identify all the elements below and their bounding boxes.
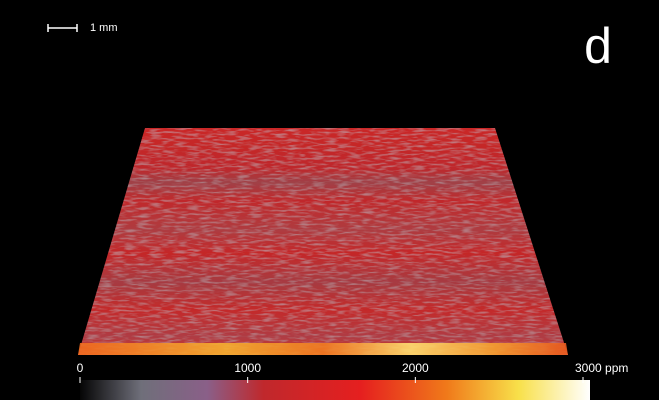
colorbar-tick-label: 2000 xyxy=(402,361,429,375)
colorbar-tick-label: 3000 ppm xyxy=(575,361,628,375)
colorbar-tick-label: 0 xyxy=(77,361,84,375)
scale-bar: 1 mm xyxy=(47,22,118,34)
colorbar-tick-label: 1000 xyxy=(234,361,261,375)
sample-edge xyxy=(78,343,568,355)
sample-volume xyxy=(78,128,568,355)
panel-label: d xyxy=(584,18,612,74)
sample-body xyxy=(78,128,568,355)
colorbar xyxy=(80,380,590,400)
scale-bar-label: 1 mm xyxy=(90,22,118,34)
colorbar-ticks: 0 1000 2000 3000 ppm xyxy=(77,361,628,383)
